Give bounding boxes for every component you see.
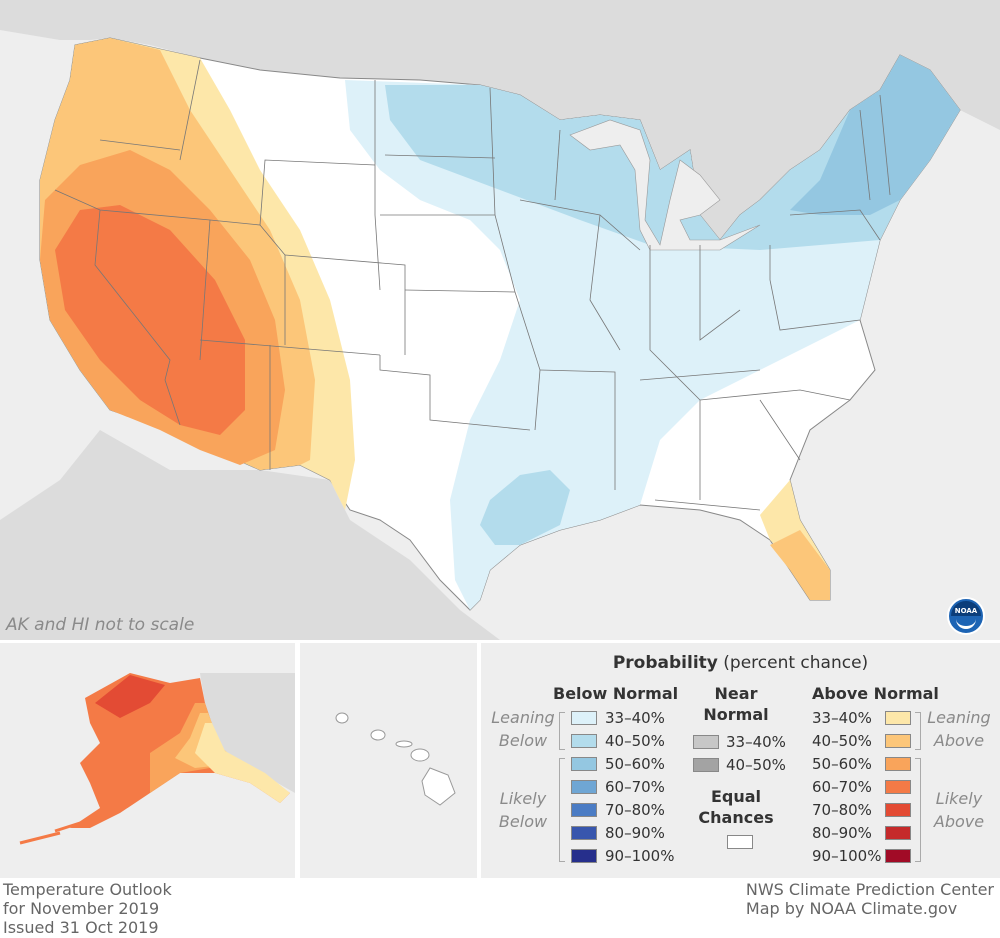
near-normal-row-swatch	[693, 735, 719, 749]
footer-outlook-period: for November 2019	[3, 899, 160, 918]
below-40-50-gulf	[480, 470, 570, 545]
equal-chances-heading: Equal Chances	[691, 786, 781, 828]
conus-map: AK and HI not to scale NOAA	[0, 0, 1000, 640]
above-likely-label-2: Above	[933, 812, 985, 831]
below-normal-row-label: 50–60%	[605, 755, 665, 773]
footer-left: Temperature Outlook for November 2019 Is…	[3, 880, 172, 937]
hawaii-island-big	[421, 767, 456, 806]
alaska-33-40	[195, 723, 290, 803]
above-leaning-label-2: Above	[933, 731, 985, 750]
mexico-land	[0, 430, 500, 640]
near-normal-heading-1: Near	[714, 684, 758, 703]
below-normal-row-label: 80–90%	[605, 824, 665, 842]
hawaii-map-svg	[335, 712, 456, 806]
above-normal-row-swatch	[885, 780, 911, 794]
legend: Probability (percent chance) Below Norma…	[481, 643, 1000, 878]
below-normal-row-swatch	[571, 734, 597, 748]
above-normal-row-label: 80–90%	[812, 824, 872, 842]
scale-note: AK and HI not to scale	[6, 615, 195, 635]
above-normal-row-swatch	[885, 757, 911, 771]
alaska-map	[0, 643, 295, 878]
above-normal-heading: Above Normal	[812, 684, 939, 703]
above-likely-label-1: Likely	[935, 789, 983, 808]
above-40-50-florida	[770, 530, 830, 600]
hawaii-island-oahu	[370, 729, 386, 741]
state-lines	[54, 59, 891, 511]
below-normal-row-swatch	[571, 780, 597, 794]
above-normal-row-swatch	[885, 826, 911, 840]
canada-land	[0, 0, 1000, 240]
below-leaning-label: Leaning Below	[483, 706, 563, 752]
great-lakes	[569, 119, 761, 251]
near-normal-heading-2: Normal	[703, 705, 769, 724]
above-leaning-label: Leaning Above	[919, 706, 999, 752]
conus-map-svg	[0, 0, 1000, 640]
below-normal-row-label: 60–70%	[605, 778, 665, 796]
hawaii-island-molokai	[395, 740, 413, 748]
above-normal-row-label: 70–80%	[812, 801, 872, 819]
legend-title-bold: Probability	[612, 653, 718, 673]
hawaii-island-kauai	[335, 712, 349, 724]
below-likely-label-1: Likely	[499, 789, 547, 808]
hawaii-map	[300, 643, 477, 878]
above-60-70-west	[55, 205, 245, 435]
below-normal-row-swatch	[571, 757, 597, 771]
above-normal-row-label: 40–50%	[812, 732, 872, 750]
above-leaning-label-1: Leaning	[927, 708, 991, 727]
noaa-logo-bird	[956, 618, 976, 629]
legend-title: Probability (percent chance)	[481, 653, 1000, 673]
above-normal-row-label: 33–40%	[812, 709, 872, 727]
below-normal-row-swatch	[571, 803, 597, 817]
above-leaning-bracket	[915, 712, 921, 750]
below-likely-label: Likely Below	[483, 787, 563, 833]
canada-land-ak	[200, 673, 295, 793]
above-normal-row-swatch	[885, 803, 911, 817]
below-likely-label-2: Below	[498, 812, 548, 831]
near-normal-row-label: 33–40%	[726, 733, 786, 751]
equal-chances-heading-2: Chances	[698, 808, 774, 827]
below-normal-row-swatch	[571, 711, 597, 725]
above-normal-row-swatch	[885, 711, 911, 725]
above-normal-row-label: 90–100%	[812, 847, 882, 865]
below-leaning-label-1: Leaning	[491, 708, 555, 727]
noaa-logo-cap	[951, 601, 981, 616]
below-normal-row-swatch	[571, 849, 597, 863]
alaska-north-70-80	[95, 675, 165, 718]
below-50-60	[790, 55, 960, 215]
noaa-logo-text: NOAA	[954, 607, 978, 615]
below-likely-bracket	[559, 758, 565, 862]
below-normal-row-label: 40–50%	[605, 732, 665, 750]
equal-chances-swatch	[727, 835, 753, 849]
footer-outlook-title: Temperature Outlook	[3, 880, 172, 899]
above-normal-row-label: 50–60%	[812, 755, 872, 773]
footer-issued-date: Issued 31 Oct 2019	[3, 918, 159, 937]
above-normal-row-swatch	[885, 849, 911, 863]
below-normal-row-label: 33–40%	[605, 709, 665, 727]
ocean-gulf	[480, 520, 860, 640]
alaska-map-svg	[19, 673, 295, 845]
equal-chances-heading-1: Equal	[710, 787, 762, 806]
below-leaning-bracket	[559, 712, 565, 750]
above-likely-bracket	[915, 758, 921, 862]
legend-title-rest: (percent chance)	[723, 653, 869, 673]
footer-source: NWS Climate Prediction Center	[745, 880, 994, 899]
below-normal-row-label: 90–100%	[605, 847, 675, 865]
hawaii-island-maui	[410, 748, 430, 762]
near-normal-heading: Near Normal	[691, 683, 781, 725]
below-normal-row-label: 70–80%	[605, 801, 665, 819]
near-normal-row-label: 40–50%	[726, 756, 786, 774]
above-normal-row-label: 60–70%	[812, 778, 872, 796]
below-leaning-label-2: Below	[498, 731, 548, 750]
footer-credit: Map by NOAA Climate.gov	[745, 899, 958, 918]
above-likely-label: Likely Above	[919, 787, 999, 833]
footer-right: NWS Climate Prediction Center Map by NOA…	[746, 880, 994, 918]
alaska-islands	[19, 821, 81, 845]
below-normal-row-swatch	[571, 826, 597, 840]
above-normal-row-swatch	[885, 734, 911, 748]
near-normal-row-swatch	[693, 758, 719, 772]
noaa-logo-icon: NOAA	[947, 597, 985, 635]
below-normal-heading: Below Normal	[553, 684, 679, 703]
